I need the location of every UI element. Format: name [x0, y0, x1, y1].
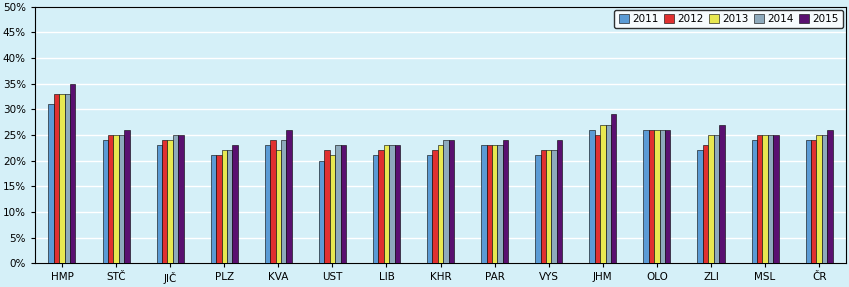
Bar: [767, 135, 773, 263]
Bar: [773, 135, 779, 263]
Bar: [481, 145, 486, 263]
Bar: [286, 130, 292, 263]
Bar: [108, 135, 114, 263]
Bar: [329, 156, 335, 263]
Bar: [503, 140, 509, 263]
Bar: [276, 150, 281, 263]
Bar: [156, 145, 162, 263]
Bar: [605, 125, 611, 263]
Bar: [59, 94, 65, 263]
Bar: [751, 140, 757, 263]
Bar: [373, 156, 379, 263]
Bar: [827, 130, 833, 263]
Bar: [384, 145, 389, 263]
Bar: [114, 135, 119, 263]
Bar: [557, 140, 562, 263]
Bar: [233, 145, 238, 263]
Bar: [173, 135, 178, 263]
Bar: [227, 150, 233, 263]
Bar: [660, 130, 665, 263]
Bar: [546, 150, 552, 263]
Legend: 2011, 2012, 2013, 2014, 2015: 2011, 2012, 2013, 2014, 2015: [615, 10, 843, 28]
Bar: [70, 84, 76, 263]
Bar: [324, 150, 329, 263]
Bar: [698, 150, 703, 263]
Bar: [644, 130, 649, 263]
Bar: [103, 140, 108, 263]
Bar: [222, 150, 227, 263]
Bar: [714, 135, 719, 263]
Bar: [281, 140, 286, 263]
Bar: [703, 145, 708, 263]
Bar: [822, 135, 827, 263]
Bar: [432, 150, 438, 263]
Bar: [178, 135, 183, 263]
Bar: [589, 130, 594, 263]
Bar: [552, 150, 557, 263]
Bar: [265, 145, 270, 263]
Bar: [65, 94, 70, 263]
Bar: [817, 135, 822, 263]
Bar: [486, 145, 492, 263]
Bar: [270, 140, 276, 263]
Bar: [216, 156, 222, 263]
Bar: [167, 140, 173, 263]
Bar: [757, 135, 762, 263]
Bar: [340, 145, 346, 263]
Bar: [811, 140, 817, 263]
Bar: [708, 135, 714, 263]
Bar: [448, 140, 454, 263]
Bar: [655, 130, 660, 263]
Bar: [594, 135, 600, 263]
Bar: [535, 156, 541, 263]
Bar: [427, 156, 432, 263]
Bar: [379, 150, 384, 263]
Bar: [395, 145, 400, 263]
Bar: [389, 145, 395, 263]
Bar: [541, 150, 546, 263]
Bar: [649, 130, 655, 263]
Bar: [319, 161, 324, 263]
Bar: [48, 104, 53, 263]
Bar: [335, 145, 340, 263]
Bar: [124, 130, 130, 263]
Bar: [762, 135, 767, 263]
Bar: [806, 140, 811, 263]
Bar: [498, 145, 503, 263]
Bar: [53, 94, 59, 263]
Bar: [665, 130, 671, 263]
Bar: [443, 140, 448, 263]
Bar: [211, 156, 216, 263]
Bar: [119, 135, 124, 263]
Bar: [492, 145, 498, 263]
Bar: [600, 125, 605, 263]
Bar: [611, 115, 616, 263]
Bar: [162, 140, 167, 263]
Bar: [438, 145, 443, 263]
Bar: [719, 125, 724, 263]
